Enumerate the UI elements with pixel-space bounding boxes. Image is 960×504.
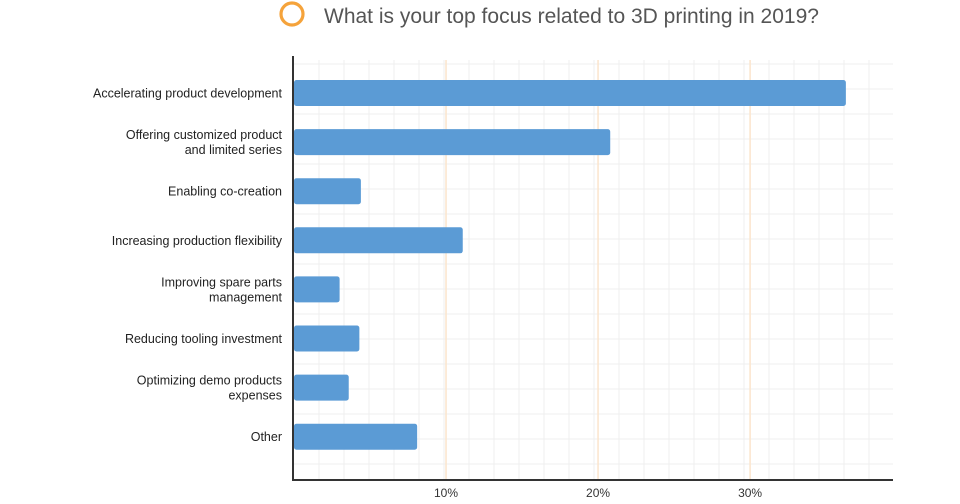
category-label: Other bbox=[251, 430, 282, 444]
title-circle-icon bbox=[279, 1, 305, 27]
bar-1 bbox=[294, 129, 611, 156]
category-label: Offering customized product bbox=[126, 128, 283, 142]
category-label: management bbox=[209, 290, 282, 304]
x-tick-label: 30% bbox=[738, 486, 762, 500]
category-label: expenses bbox=[228, 389, 282, 403]
bar-5 bbox=[294, 325, 360, 352]
category-label: Reducing tooling investment bbox=[125, 332, 283, 346]
x-tick-labels: 10% 20% 30% bbox=[434, 486, 762, 500]
category-label: Optimizing demo products bbox=[137, 374, 282, 388]
x-tick-label: 20% bbox=[586, 486, 610, 500]
bar-3 bbox=[294, 227, 463, 254]
bar-7 bbox=[294, 423, 418, 450]
grid-layer bbox=[294, 60, 893, 480]
category-label: Improving spare parts bbox=[161, 275, 282, 289]
category-labels: Accelerating product development Offering… bbox=[93, 87, 283, 445]
category-label: and limited series bbox=[185, 143, 282, 157]
bar-2 bbox=[294, 178, 361, 205]
chart-title: What is your top focus related to 3D pri… bbox=[324, 5, 819, 28]
chart-title-group: What is your top focus related to 3D pri… bbox=[279, 1, 819, 28]
category-label: Accelerating product development bbox=[93, 87, 283, 101]
category-label: Increasing production flexibility bbox=[112, 234, 283, 248]
bar-4 bbox=[294, 276, 340, 303]
bar-6 bbox=[294, 374, 349, 401]
bars-layer bbox=[294, 80, 846, 450]
bar-0 bbox=[294, 80, 846, 106]
category-label: Enabling co-creation bbox=[168, 185, 282, 199]
x-tick-label: 10% bbox=[434, 486, 458, 500]
